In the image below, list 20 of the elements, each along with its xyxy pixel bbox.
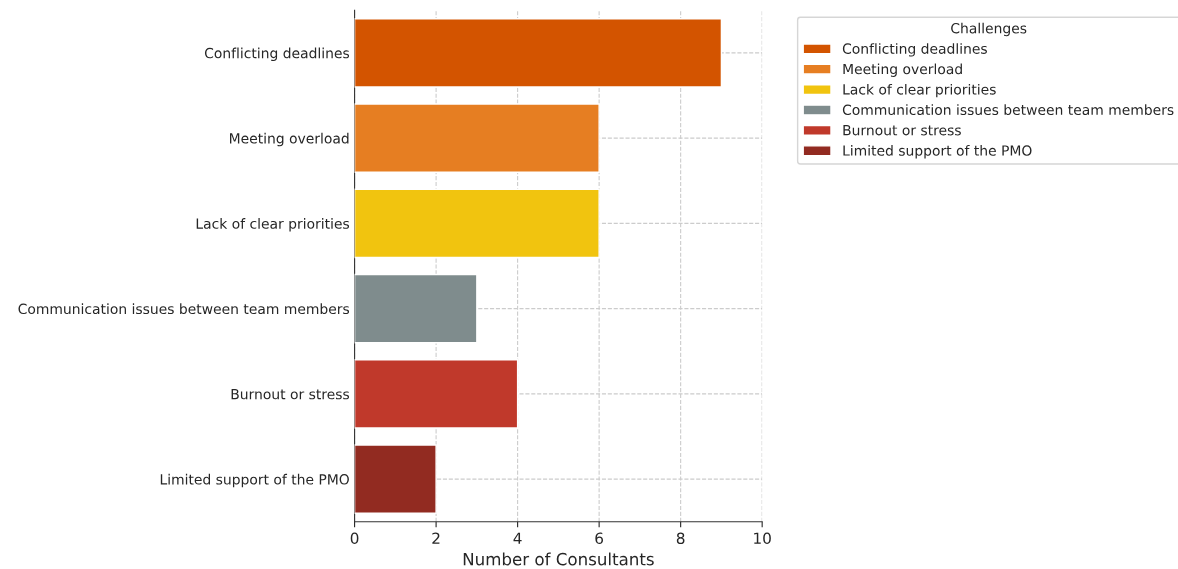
x-axis-title: Number of Consultants	[463, 552, 654, 566]
x-tick-label: 8	[676, 532, 685, 545]
y-tick-label: Limited support of the PMO	[160, 473, 349, 488]
x-tick-label: 10	[754, 532, 771, 545]
y-tick-label: Conflicting deadlines	[204, 47, 350, 62]
legend-label: Communication issues between team members	[842, 104, 1174, 116]
y-tick-label: Communication issues between team members	[18, 303, 350, 315]
x-tick-label: 2	[432, 532, 440, 544]
x-tick-label: 6	[595, 532, 604, 545]
legend-label: Lack of clear priorities	[843, 83, 996, 98]
legend-label: Meeting overload	[843, 63, 962, 77]
x-tick-label: 4	[513, 532, 522, 544]
y-tick-label: Lack of clear priorities	[196, 218, 350, 232]
legend-label: Burnout or stress	[843, 125, 961, 136]
x-tick-label: 0	[350, 532, 359, 545]
legend-title: Challenges	[951, 22, 1027, 37]
legend-label: Conflicting deadlines	[842, 43, 987, 57]
y-tick-label: Meeting overload	[230, 132, 349, 147]
legend-label: Limited support of the PMO	[843, 145, 1032, 159]
y-tick-label: Burnout or stress	[231, 389, 350, 400]
